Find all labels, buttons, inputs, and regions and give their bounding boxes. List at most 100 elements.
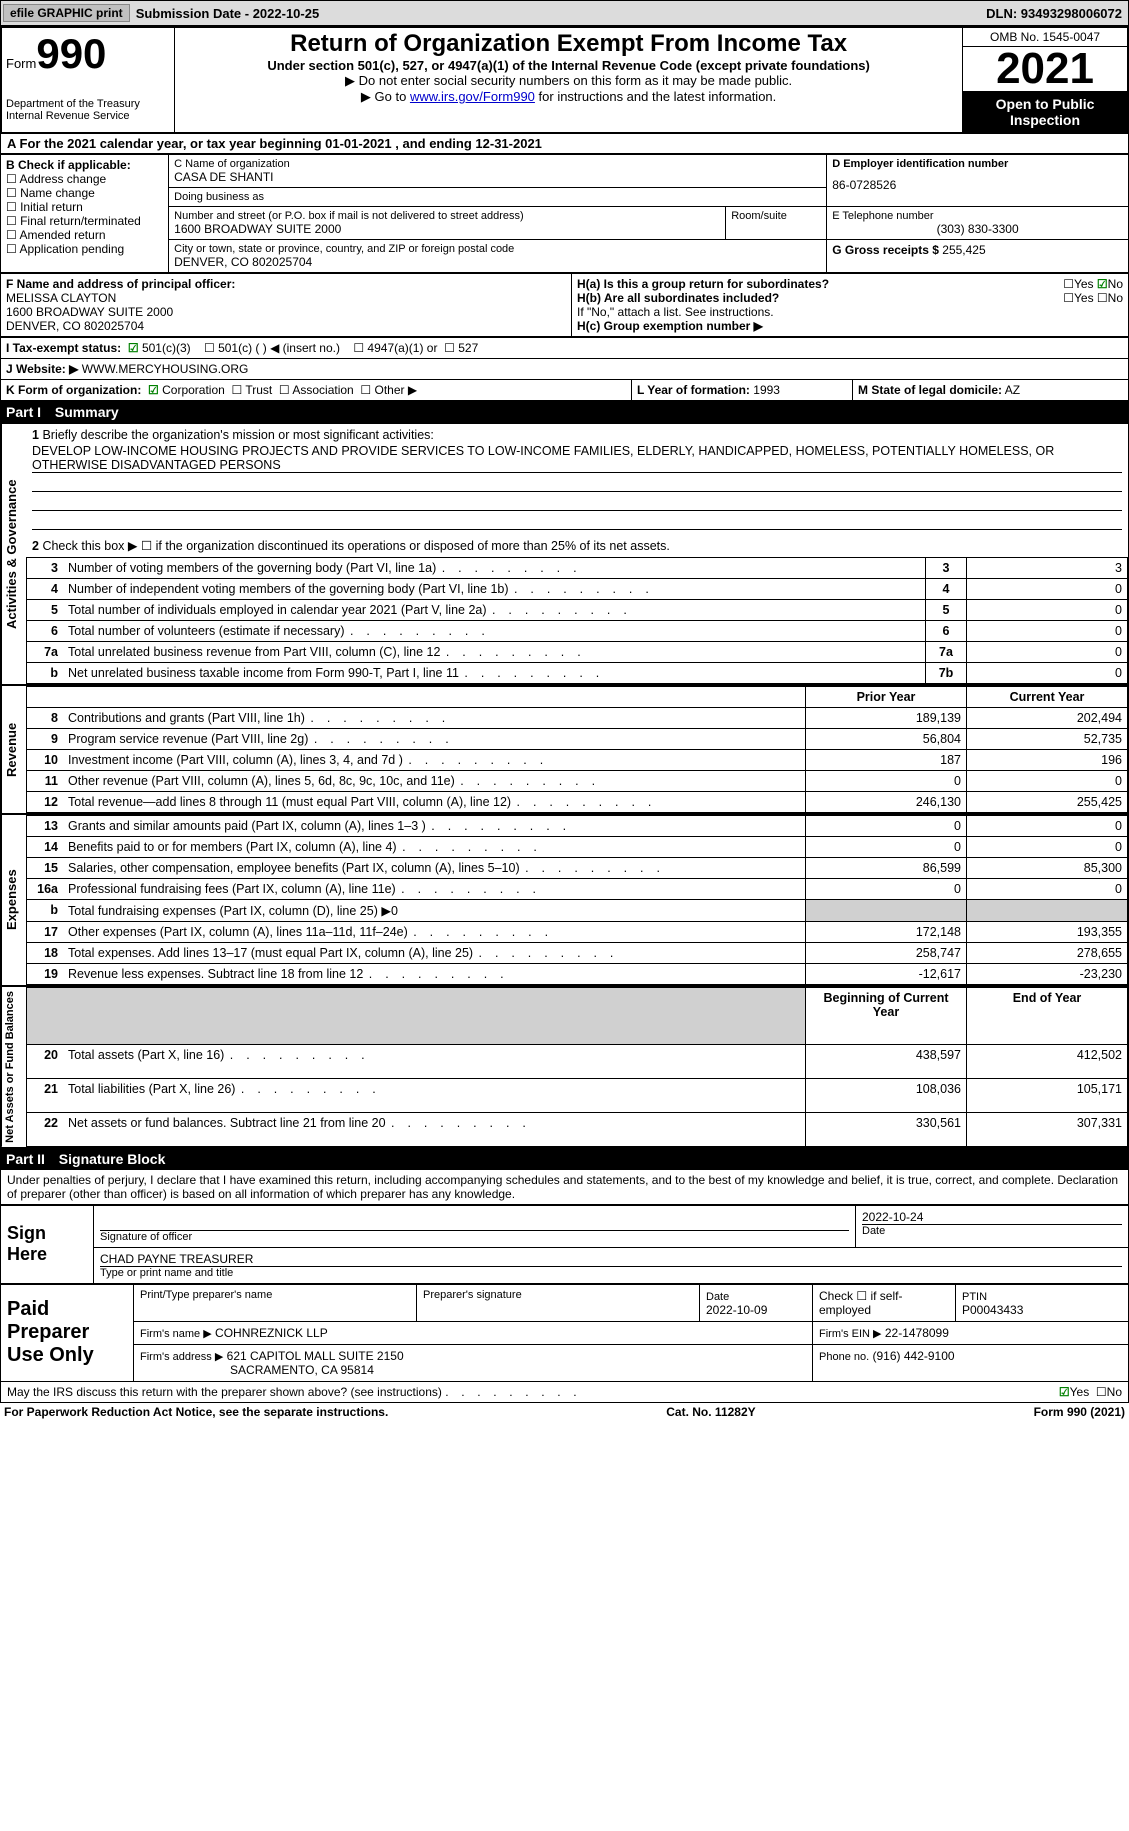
form-990-label: Form990 (6, 30, 170, 78)
check-name-change[interactable]: ☐ Name change (6, 186, 163, 200)
paid-preparer-table: Paid Preparer Use Only Print/Type prepar… (0, 1284, 1129, 1382)
governance-table: 3 Number of voting members of the govern… (26, 557, 1128, 684)
part2-label: Part II (6, 1151, 45, 1167)
hc-row: H(c) Group exemption number ▶ (577, 319, 1123, 333)
firm-name-label: Firm's name ▶ (140, 1328, 212, 1340)
tax-year: 2021 (963, 47, 1127, 91)
status-website-table: I Tax-exempt status: ☑ 501(c)(3) ☐ 501(c… (0, 337, 1129, 401)
room-label: Room/suite (731, 210, 821, 222)
irs-link[interactable]: www.irs.gov/Form990 (410, 89, 535, 104)
entity-info-table: B Check if applicable: ☐ Address change … (0, 154, 1129, 273)
form-header: Form990 Department of the Treasury Inter… (0, 26, 1129, 134)
table-row: 15 Salaries, other compensation, employe… (27, 858, 1128, 879)
gross-value: 255,425 (942, 243, 985, 257)
discuss-row: May the IRS discuss this return with the… (0, 1382, 1129, 1403)
header-line1: ▶ Do not enter social security numbers o… (179, 73, 958, 89)
officer-printed-name: CHAD PAYNE TREASURER (100, 1252, 1122, 1267)
sig-officer-label: Signature of officer (100, 1231, 849, 1243)
dln-label: DLN: 93493298006072 (986, 6, 1122, 21)
check-amended-return[interactable]: ☐ Amended return (6, 228, 163, 242)
table-row: b Net unrelated business taxable income … (27, 663, 1128, 684)
website-value[interactable]: WWW.MERCYHOUSING.ORG (82, 362, 249, 376)
addr-label: Number and street (or P.O. box if mail i… (174, 210, 720, 222)
table-row: 19 Revenue less expenses. Subtract line … (27, 964, 1128, 985)
state-value: AZ (1005, 383, 1020, 397)
year-formed: 1993 (753, 383, 780, 397)
table-row: Beginning of Current Year End of Year (27, 988, 1128, 1045)
part2-title: Signature Block (59, 1151, 166, 1167)
mission-text: DEVELOP LOW-INCOME HOUSING PROJECTS AND … (32, 444, 1122, 473)
table-row: 6 Total number of volunteers (estimate i… (27, 621, 1128, 642)
self-employed-check[interactable]: Check ☐ if self-employed (813, 1284, 956, 1321)
check-final-return[interactable]: ☐ Final return/terminated (6, 214, 163, 228)
header-line2: ▶ Go to www.irs.gov/Form990 for instruct… (179, 89, 958, 105)
ein-label: D Employer identification number (832, 158, 1123, 170)
officer-label: F Name and address of principal officer: (6, 277, 235, 291)
prep-date: 2022-10-09 (706, 1303, 767, 1317)
prep-date-label: Date (706, 1291, 729, 1303)
sign-here-table: Sign Here Signature of officer 2022-10-2… (0, 1205, 1129, 1284)
527-opt[interactable]: 527 (458, 341, 478, 355)
corp-opt[interactable]: Corporation (162, 383, 225, 397)
table-row: 9 Program service revenue (Part VIII, li… (27, 729, 1128, 750)
dba-label: Doing business as (174, 191, 821, 203)
vlabel-revenue: Revenue (1, 686, 26, 813)
firm-ein-label: Firm's EIN ▶ (819, 1328, 882, 1340)
prep-name-label: Print/Type preparer's name (140, 1289, 410, 1301)
table-row: b Total fundraising expenses (Part IX, c… (27, 900, 1128, 922)
trust-opt[interactable]: Trust (245, 383, 272, 397)
table-row: 11 Other revenue (Part VIII, column (A),… (27, 771, 1128, 792)
sign-here-label: Sign Here (1, 1205, 94, 1283)
firm-addr-label: Firm's address ▶ (140, 1351, 223, 1363)
efile-print-button[interactable]: efile GRAPHIC print (3, 4, 130, 22)
4947-opt[interactable]: 4947(a)(1) or (367, 341, 437, 355)
return-title: Return of Organization Exempt From Incom… (179, 30, 958, 58)
table-row: 20 Total assets (Part X, line 16) 438,59… (27, 1044, 1128, 1078)
officer-addr1: 1600 BROADWAY SUITE 2000 (6, 305, 173, 319)
part1-header: Part I Summary (0, 401, 1129, 423)
officer-group-table: F Name and address of principal officer:… (0, 273, 1129, 337)
expenses-block: Expenses 13 Grants and similar amounts p… (0, 814, 1129, 986)
dept-label: Department of the Treasury Internal Reve… (6, 98, 170, 122)
table-row: 16a Professional fundraising fees (Part … (27, 879, 1128, 900)
org-name-label: C Name of organization (174, 158, 821, 170)
top-bar: efile GRAPHIC print Submission Date - 20… (0, 0, 1129, 26)
table-row: 22 Net assets or fund balances. Subtract… (27, 1112, 1128, 1146)
501c-opt[interactable]: 501(c) ( ) ◀ (insert no.) (218, 341, 340, 355)
part1-title: Summary (55, 404, 119, 420)
city-label: City or town, state or province, country… (174, 243, 821, 255)
open-inspection: Open to Public Inspection (963, 92, 1127, 132)
table-row: 12 Total revenue—add lines 8 through 11 … (27, 792, 1128, 813)
check-address-change[interactable]: ☐ Address change (6, 172, 163, 186)
check-initial-return[interactable]: ☐ Initial return (6, 200, 163, 214)
phone-value: (303) 830-3300 (832, 222, 1123, 236)
netassets-block: Net Assets or Fund Balances Beginning of… (0, 986, 1129, 1148)
prep-sig-label: Preparer's signature (423, 1289, 693, 1301)
line2-block: 2 Check this box ▶ ☐ if the organization… (26, 534, 1128, 557)
section-a: A For the 2021 calendar year, or tax yea… (0, 134, 1129, 154)
return-subtitle: Under section 501(c), 527, or 4947(a)(1)… (179, 58, 958, 73)
h-note: If "No," attach a list. See instructions… (577, 305, 1123, 319)
gross-label: G Gross receipts $ (832, 243, 939, 257)
footer-mid: Cat. No. 11282Y (666, 1405, 755, 1419)
vlabel-governance: Activities & Governance (1, 424, 26, 684)
assoc-opt[interactable]: Association (292, 383, 353, 397)
state-label: M State of legal domicile: (858, 383, 1002, 397)
form-number: 990 (36, 30, 106, 77)
501c3-opt[interactable]: 501(c)(3) (142, 341, 191, 355)
other-opt[interactable]: Other ▶ (375, 383, 418, 397)
check-app-pending[interactable]: ☐ Application pending (6, 242, 163, 256)
revenue-block: Revenue Prior Year Current Year 8 Contri… (0, 685, 1129, 814)
page-footer: For Paperwork Reduction Act Notice, see … (0, 1403, 1129, 1421)
governance-block: Activities & Governance 1 Briefly descri… (0, 423, 1129, 685)
table-row: Prior Year Current Year (27, 687, 1128, 708)
sig-date: 2022-10-24 (862, 1210, 1122, 1225)
tax-status-label: I Tax-exempt status: (6, 341, 121, 355)
table-row: 8 Contributions and grants (Part VIII, l… (27, 708, 1128, 729)
submission-date: Submission Date - 2022-10-25 (136, 6, 320, 21)
table-row: 4 Number of independent voting members o… (27, 579, 1128, 600)
ptin-value: P00043433 (962, 1303, 1023, 1317)
mission-block: 1 Briefly describe the organization's mi… (26, 424, 1128, 534)
org-name: CASA DE SHANTI (174, 170, 821, 184)
officer-addr2: DENVER, CO 802025704 (6, 319, 144, 333)
